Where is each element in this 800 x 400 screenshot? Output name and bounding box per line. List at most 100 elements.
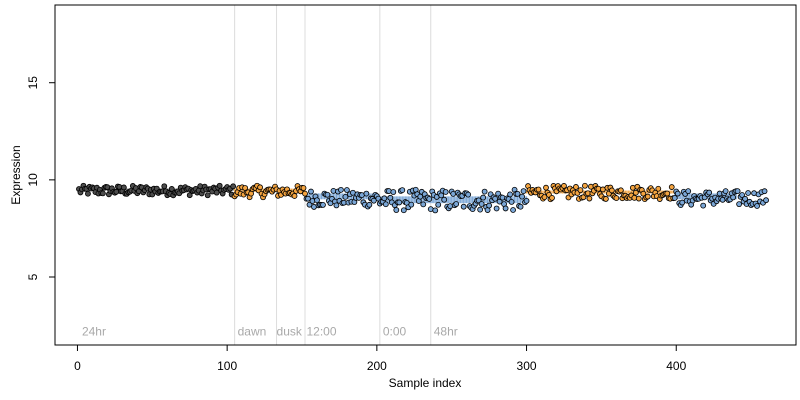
data-point [492, 195, 499, 202]
data-point [685, 188, 692, 195]
data-point [674, 190, 681, 197]
data-point [342, 193, 349, 200]
annotation-label: 48hr [434, 324, 458, 338]
data-point [520, 188, 527, 194]
data-point [517, 203, 524, 210]
data-point [314, 197, 320, 204]
data-point [302, 190, 308, 197]
data-point [120, 184, 127, 191]
data-point [640, 190, 647, 197]
annotation-label: 24hr [82, 324, 106, 338]
x-tick-label: 300 [517, 359, 537, 373]
data-point [426, 196, 433, 202]
data-point [441, 196, 448, 203]
data-point [257, 184, 263, 191]
vlines-layer [234, 5, 432, 345]
data-point [320, 201, 326, 208]
data-point [420, 201, 427, 208]
annotation-label: 12:00 [306, 324, 336, 338]
data-point [390, 189, 397, 195]
data-point [230, 183, 237, 190]
data-point [168, 186, 175, 192]
annotation-label: 0:00 [383, 324, 407, 338]
data-point [396, 199, 403, 206]
data-point [366, 201, 373, 208]
data-point [481, 188, 488, 195]
data-point [722, 188, 729, 195]
data-point [613, 195, 620, 202]
data-point [306, 201, 313, 208]
data-point [745, 190, 751, 196]
data-point [543, 184, 549, 191]
data-point [508, 199, 515, 205]
data-point [586, 195, 593, 202]
x-axis: 0 100 200 300 400 [74, 344, 687, 373]
data-point [519, 193, 525, 200]
data-point [475, 197, 482, 204]
annotations-layer: 24hr dawn dusk 12:00 0:00 48hr [82, 324, 458, 338]
data-point [85, 190, 91, 197]
data-point [535, 186, 542, 193]
data-point [300, 185, 307, 191]
data-point [308, 188, 314, 195]
data-point [478, 201, 485, 207]
data-point [706, 189, 713, 196]
data-point [400, 207, 407, 214]
annotation-label: dusk [277, 324, 303, 338]
data-point [324, 191, 331, 198]
data-point [465, 191, 472, 198]
data-point [363, 190, 370, 197]
data-point [495, 190, 502, 197]
data-point [577, 187, 584, 194]
data-point [480, 194, 487, 201]
data-point [453, 201, 460, 207]
data-point [442, 189, 449, 195]
data-point [655, 185, 662, 192]
data-point [754, 203, 760, 209]
data-point [742, 195, 749, 202]
data-point [541, 194, 548, 200]
data-point [739, 192, 746, 198]
x-axis-label: Sample index [389, 376, 462, 390]
data-point [602, 196, 609, 202]
data-point [486, 202, 493, 209]
data-point [408, 201, 415, 208]
data-point [186, 192, 193, 199]
y-axis: 5 10 15 [26, 76, 56, 280]
data-point [664, 190, 671, 197]
data-point [381, 195, 388, 202]
x-tick-label: 400 [666, 359, 686, 373]
data-point [305, 195, 311, 202]
data-point [435, 201, 442, 208]
data-point [204, 192, 211, 199]
data-point [477, 206, 484, 213]
data-point [734, 188, 741, 195]
annotation-label: dawn [238, 324, 267, 338]
data-point [216, 182, 223, 189]
data-point [523, 197, 530, 204]
x-tick-label: 100 [217, 359, 237, 373]
data-point [338, 186, 344, 193]
data-point [460, 203, 467, 210]
data-point [507, 191, 513, 198]
data-point [582, 182, 588, 189]
data-point [161, 183, 168, 190]
data-point [617, 187, 624, 194]
data-point [573, 184, 579, 190]
data-point [635, 195, 642, 202]
x-tick-label: 0 [74, 359, 81, 373]
y-tick-label: 5 [26, 273, 40, 280]
data-point [382, 201, 389, 208]
data-point [644, 193, 651, 200]
data-point [502, 205, 509, 212]
data-point [493, 205, 500, 212]
points-layer [76, 182, 769, 214]
data-point [432, 207, 439, 214]
data-point [510, 207, 516, 213]
data-point [100, 190, 106, 197]
data-point [671, 195, 678, 201]
data-point [608, 187, 615, 194]
data-point [763, 197, 769, 204]
data-point [736, 201, 743, 208]
